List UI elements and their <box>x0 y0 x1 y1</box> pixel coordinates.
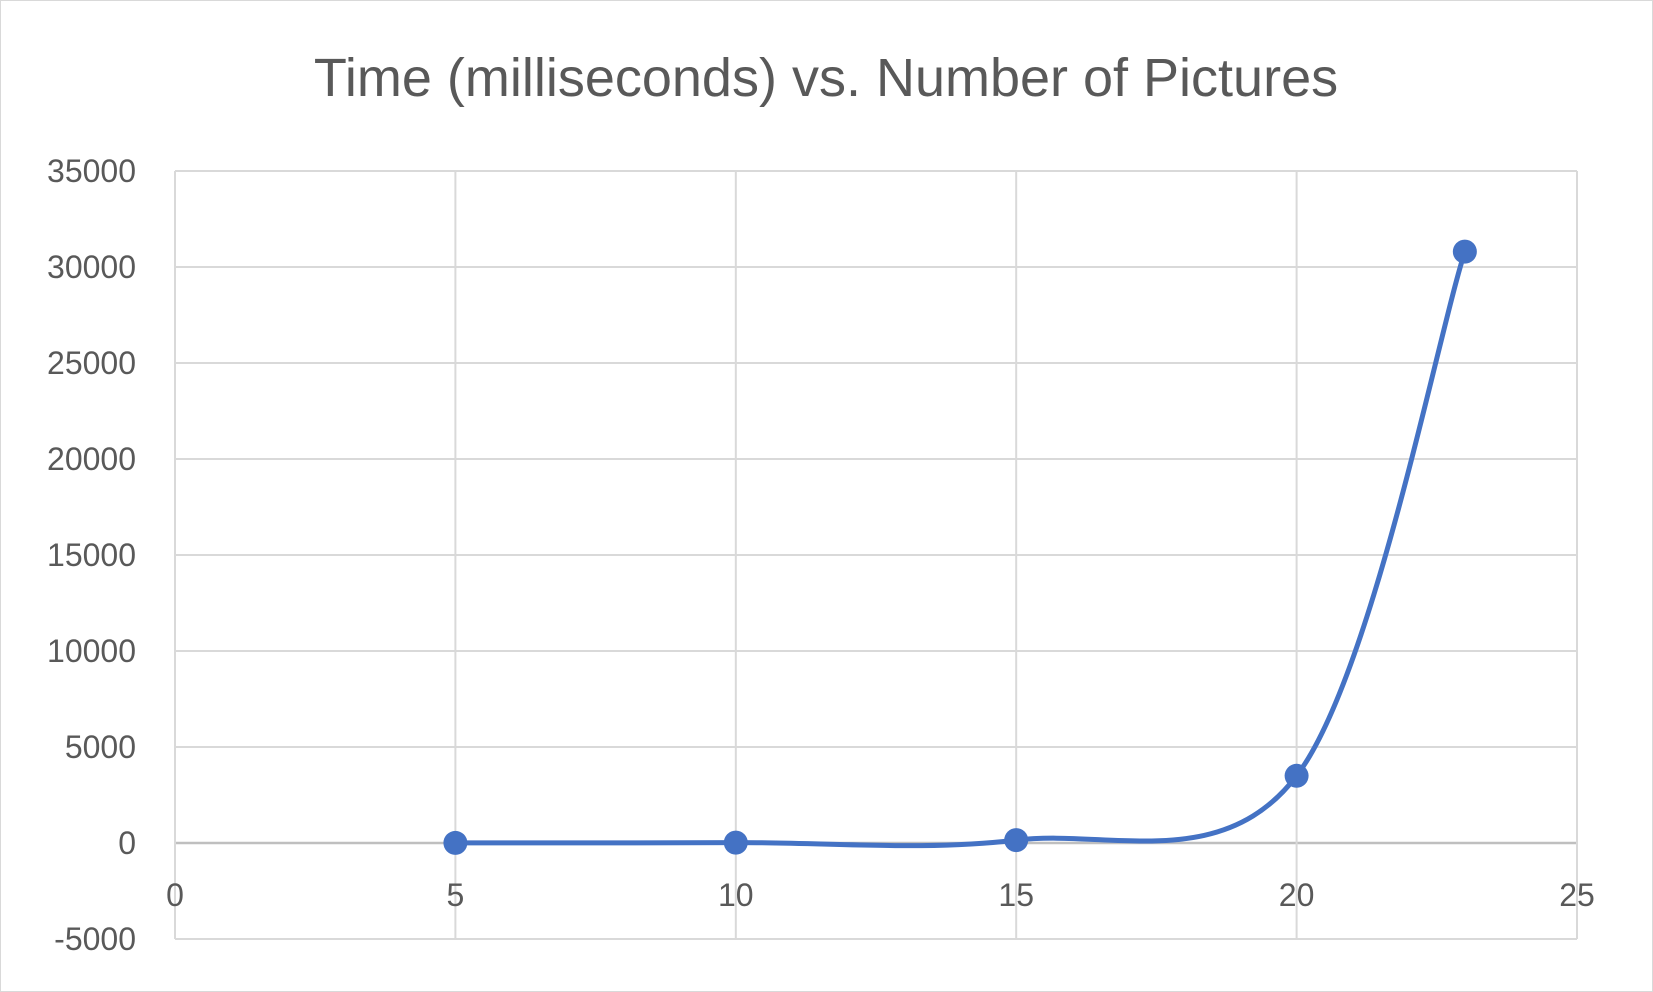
x-tick-label: 15 <box>998 877 1034 913</box>
x-tick-label: 25 <box>1559 877 1595 913</box>
chart-title: Time (milliseconds) vs. Number of Pictur… <box>314 48 1338 108</box>
y-tick-label: 30000 <box>47 249 136 285</box>
data-point <box>1284 763 1309 788</box>
x-tick-label: 0 <box>166 877 184 913</box>
x-tick-label: 5 <box>447 877 465 913</box>
y-tick-label: 25000 <box>47 345 136 381</box>
y-tick-label: 15000 <box>47 537 136 573</box>
y-tick-label: 20000 <box>47 441 136 477</box>
y-tick-label: 35000 <box>47 153 136 189</box>
data-point <box>1452 239 1477 264</box>
y-tick-label: -5000 <box>54 921 136 957</box>
y-tick-label: 0 <box>118 825 136 861</box>
series-line <box>452 249 1468 849</box>
y-tick-label: 10000 <box>47 633 136 669</box>
x-tick-label: 20 <box>1279 877 1315 913</box>
data-point <box>1004 828 1029 853</box>
data-point <box>443 830 468 855</box>
plot-area: -5000 0 5000 10000 15000 20000 25000 30000 35000… <box>47 153 1595 957</box>
y-tick-label: 5000 <box>65 729 136 765</box>
x-tick-label: 10 <box>718 877 754 913</box>
data-point <box>723 830 748 855</box>
